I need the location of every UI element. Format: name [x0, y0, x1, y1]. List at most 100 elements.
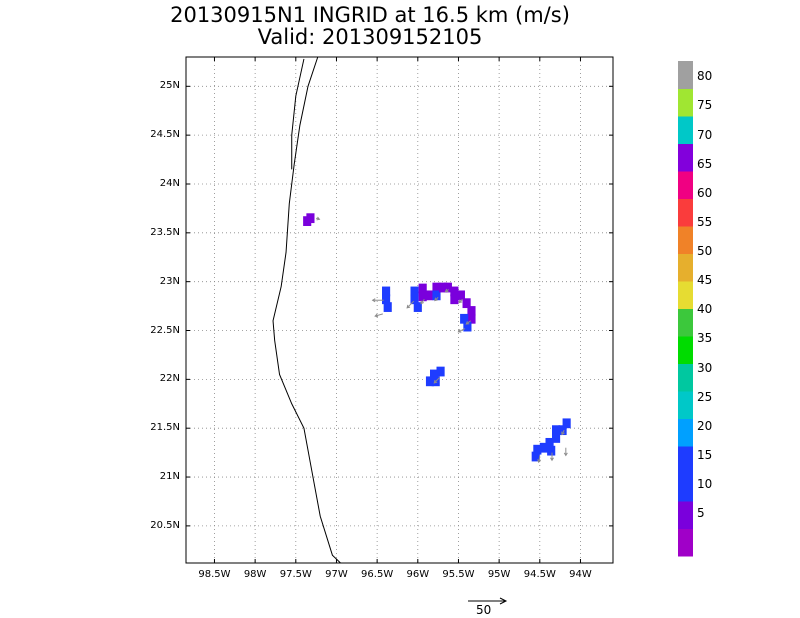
wind-cell: [443, 282, 452, 293]
wind-cell: [467, 313, 476, 324]
wind-cell: [462, 298, 471, 309]
wind-cell: [558, 425, 567, 436]
wind-cell: [562, 418, 571, 429]
wind-cell: [410, 294, 419, 305]
colorbar-tick-label: 20: [697, 418, 713, 433]
colorbar-swatch: [678, 528, 693, 557]
colorbar-swatch: [678, 281, 693, 309]
colorbar-tick-label: 40: [697, 302, 713, 317]
wind-cell: [450, 294, 459, 305]
wind-vector-head: [406, 304, 411, 309]
colorbar-swatch: [678, 171, 693, 199]
wind-cell: [382, 294, 391, 305]
wind-cell: [545, 437, 554, 448]
wind-cell: [418, 283, 427, 294]
wind-cell: [450, 286, 459, 297]
longitude-tick-label: 98.5W: [198, 569, 231, 580]
colorbar-swatch: [678, 61, 693, 89]
colorbar-swatch: [678, 88, 693, 117]
wind-cell: [539, 442, 548, 453]
latitude-tick-label: 23N: [159, 275, 180, 287]
map-frame: [185, 56, 614, 564]
wind-vector-head: [433, 379, 438, 384]
latitude-tick-label: 21N: [159, 471, 180, 483]
latitude-tick-label: 21.5N: [150, 422, 180, 434]
wind-cell: [425, 376, 435, 387]
wind-vector: [433, 377, 441, 384]
wind-vector-head: [550, 457, 554, 462]
wind-cell: [382, 286, 391, 297]
wind-cell: [413, 302, 422, 312]
wind-cell: [438, 282, 448, 293]
longitude-tick-label: 94W: [569, 569, 592, 580]
longitude-tick-label: 98W: [243, 569, 267, 580]
colorbar-swatch: [678, 116, 693, 144]
colorbar-tick-label: 35: [697, 331, 713, 346]
wind-vector-head: [457, 329, 462, 333]
colorbar-swatch: [678, 226, 693, 254]
colorbar-tick-label: 75: [697, 98, 713, 113]
wind-vector: [374, 313, 383, 317]
longitude-tick-label: 96W: [406, 569, 430, 580]
colorbar-tick-label: 65: [697, 156, 713, 171]
wind-cell: [547, 445, 556, 456]
colorbar-swatch: [678, 363, 693, 392]
wind-cell: [533, 444, 542, 455]
wind-vector-head: [434, 297, 438, 302]
wind-cell: [456, 290, 465, 301]
longitude-tick-label: 96.5W: [361, 569, 394, 580]
colorbar-tick-label: 45: [697, 273, 713, 288]
wind-vector-head: [537, 459, 542, 464]
wind-vector-head: [374, 313, 379, 318]
latitude-tick-label: 22N: [159, 373, 180, 385]
longitude-tick-label: 95W: [487, 569, 511, 580]
wind-vector-head: [371, 298, 376, 303]
wind-vector-head: [561, 431, 565, 436]
reference-vector-head: [499, 597, 508, 605]
colorbar-tick-label: 30: [697, 360, 713, 375]
wind-vector-head: [420, 300, 424, 305]
latitude-tick-label: 22.5N: [150, 324, 180, 336]
wind-cell: [463, 321, 472, 332]
colorbar-swatch: [678, 253, 693, 282]
wind-vector-head: [444, 288, 449, 293]
wind-cell: [436, 366, 445, 377]
latitude-tick-label: 23.5N: [150, 226, 180, 238]
wind-vector-head: [465, 321, 470, 325]
wind-vector-head: [458, 299, 463, 304]
wind-vector: [406, 300, 415, 309]
vector-scale-label: 50: [476, 603, 492, 617]
wind-vector: [458, 328, 466, 333]
chart-title: 20130915N1 INGRID at 16.5 km (m/s): [170, 3, 570, 27]
latitude-tick-label: 24N: [159, 177, 180, 189]
colorbar-swatch: [678, 198, 693, 227]
colorbar-tick-label: 5: [697, 506, 705, 521]
colorbar-tick-label: 70: [697, 127, 713, 142]
latitude-tick-label: 20.5N: [150, 519, 180, 531]
colorbar-tick-label: 50: [697, 244, 713, 259]
colorbar-tick-label: 60: [697, 185, 713, 200]
wind-cell: [425, 290, 434, 301]
longitude-tick-label: 94.5W: [523, 569, 556, 580]
longitude-tick-label: 97.5W: [279, 569, 312, 580]
colorbar-swatch: [678, 143, 693, 172]
colorbar-tick-label: 55: [697, 214, 713, 229]
wind-cell: [418, 291, 427, 302]
colorbar-swatch: [678, 446, 693, 474]
wind-cell: [430, 369, 439, 380]
wind-cell: [432, 290, 441, 301]
wind-vector-head: [563, 452, 568, 457]
colorbar-swatch: [678, 473, 693, 502]
latitude-tick-label: 24.5N: [150, 129, 180, 141]
colorbar-tick-label: 80: [697, 69, 713, 84]
longitude-tick-label: 97W: [325, 569, 348, 580]
wind-vector-head: [316, 216, 321, 221]
colorbar-tick-label: 10: [697, 477, 713, 491]
wind-vector: [538, 455, 541, 463]
wind-cell: [460, 313, 469, 324]
wind-cell: [552, 425, 561, 436]
colorbar-swatch: [678, 391, 693, 419]
colorbar-swatch: [678, 336, 693, 364]
coastline: [272, 56, 341, 564]
